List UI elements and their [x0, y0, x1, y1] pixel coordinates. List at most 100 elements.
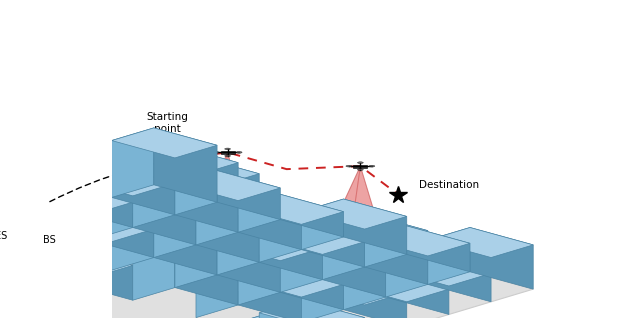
Polygon shape: [196, 156, 259, 262]
Polygon shape: [175, 205, 238, 305]
Polygon shape: [175, 145, 238, 232]
Polygon shape: [301, 300, 365, 319]
Polygon shape: [347, 166, 383, 262]
Polygon shape: [238, 267, 344, 297]
Ellipse shape: [236, 152, 242, 153]
Polygon shape: [175, 212, 217, 287]
Polygon shape: [91, 212, 154, 257]
Polygon shape: [344, 272, 386, 310]
Polygon shape: [70, 248, 132, 300]
Polygon shape: [70, 166, 111, 210]
Polygon shape: [238, 194, 280, 232]
Polygon shape: [365, 213, 428, 285]
Polygon shape: [428, 256, 491, 302]
Polygon shape: [111, 166, 175, 215]
Polygon shape: [0, 226, 6, 256]
Polygon shape: [188, 152, 228, 255]
Polygon shape: [0, 207, 49, 237]
Polygon shape: [259, 300, 365, 319]
Polygon shape: [280, 194, 344, 237]
Polygon shape: [259, 231, 323, 280]
Polygon shape: [386, 256, 428, 297]
Polygon shape: [321, 166, 360, 262]
Polygon shape: [428, 227, 533, 257]
Polygon shape: [301, 275, 344, 319]
Polygon shape: [196, 191, 301, 221]
Polygon shape: [28, 185, 70, 223]
Polygon shape: [6, 240, 70, 283]
Polygon shape: [301, 224, 365, 267]
Polygon shape: [132, 205, 238, 235]
Polygon shape: [217, 231, 259, 275]
Polygon shape: [111, 210, 154, 270]
Polygon shape: [132, 145, 238, 175]
Bar: [221, 151, 234, 154]
Polygon shape: [470, 227, 533, 289]
Polygon shape: [407, 226, 470, 272]
Polygon shape: [280, 267, 344, 310]
Polygon shape: [365, 226, 470, 256]
Ellipse shape: [317, 234, 386, 262]
Polygon shape: [214, 152, 251, 255]
Polygon shape: [386, 256, 491, 286]
Polygon shape: [154, 156, 196, 257]
Polygon shape: [0, 240, 70, 270]
Polygon shape: [280, 239, 323, 292]
Text: BS: BS: [43, 234, 55, 245]
Polygon shape: [0, 178, 91, 209]
Polygon shape: [154, 210, 217, 275]
Polygon shape: [175, 171, 280, 201]
Polygon shape: [196, 267, 238, 318]
Polygon shape: [132, 205, 175, 300]
Polygon shape: [196, 267, 301, 297]
Polygon shape: [28, 248, 70, 295]
Polygon shape: [217, 316, 259, 319]
Bar: [353, 165, 367, 167]
Polygon shape: [132, 189, 196, 245]
Polygon shape: [0, 178, 28, 235]
Polygon shape: [91, 189, 132, 240]
Bar: [0, 212, 1, 230]
Polygon shape: [70, 185, 132, 227]
Polygon shape: [111, 128, 217, 158]
Ellipse shape: [225, 155, 230, 157]
Polygon shape: [49, 212, 154, 242]
Ellipse shape: [346, 165, 352, 167]
Ellipse shape: [358, 162, 364, 164]
Text: Starting
point: Starting point: [147, 112, 188, 134]
Polygon shape: [217, 316, 323, 319]
Polygon shape: [323, 213, 428, 243]
Ellipse shape: [8, 224, 11, 225]
Ellipse shape: [225, 148, 230, 150]
Polygon shape: [321, 166, 383, 252]
Polygon shape: [175, 171, 217, 215]
Polygon shape: [154, 128, 217, 202]
Polygon shape: [301, 275, 407, 305]
Polygon shape: [238, 191, 301, 250]
Polygon shape: [217, 212, 280, 292]
Polygon shape: [0, 226, 6, 265]
Ellipse shape: [213, 152, 219, 153]
Ellipse shape: [358, 169, 364, 170]
Polygon shape: [344, 199, 407, 254]
Polygon shape: [175, 212, 280, 242]
Polygon shape: [28, 178, 91, 240]
Text: 3D map: 3D map: [116, 160, 155, 171]
Polygon shape: [323, 213, 365, 280]
Polygon shape: [0, 240, 6, 278]
Polygon shape: [49, 212, 91, 253]
Polygon shape: [91, 189, 196, 219]
Polygon shape: [217, 231, 323, 261]
Text: Video: Video: [116, 180, 143, 190]
Polygon shape: [132, 145, 175, 227]
Polygon shape: [0, 185, 533, 319]
Polygon shape: [259, 224, 365, 254]
Polygon shape: [301, 199, 344, 250]
Ellipse shape: [369, 165, 375, 167]
Polygon shape: [344, 272, 449, 302]
Polygon shape: [238, 194, 344, 224]
Ellipse shape: [185, 226, 253, 255]
Polygon shape: [188, 152, 251, 245]
Polygon shape: [301, 199, 407, 229]
Bar: [0, 212, 13, 230]
